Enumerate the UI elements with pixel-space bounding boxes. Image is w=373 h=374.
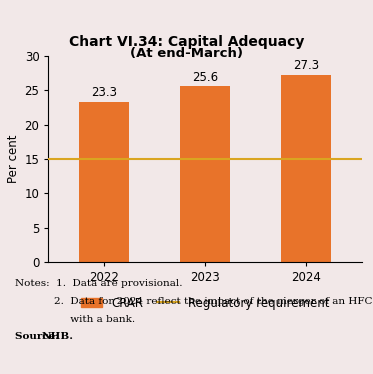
Text: (At end-March): (At end-March)	[130, 47, 243, 60]
Bar	[180, 86, 231, 262]
Text: 2.  Data for 2024 reflect the impact of the merger of an HFC: 2. Data for 2024 reflect the impact of t…	[15, 297, 372, 306]
Text: Chart VI.34: Capital Adequacy: Chart VI.34: Capital Adequacy	[69, 35, 304, 49]
Y-axis label: Per cent: Per cent	[7, 135, 21, 183]
Bar	[281, 74, 332, 262]
Text: 27.3: 27.3	[293, 59, 319, 72]
Text: Notes:  1.  Data are provisional.: Notes: 1. Data are provisional.	[15, 279, 182, 288]
Text: 25.6: 25.6	[192, 71, 218, 83]
Text: Source:: Source:	[15, 332, 63, 341]
Text: with a bank.: with a bank.	[15, 315, 135, 324]
Text: NHB.: NHB.	[42, 332, 74, 341]
Text: 23.3: 23.3	[91, 86, 117, 99]
Bar	[79, 102, 129, 262]
Legend: CRAR, Regulatory requirement: CRAR, Regulatory requirement	[81, 297, 330, 310]
